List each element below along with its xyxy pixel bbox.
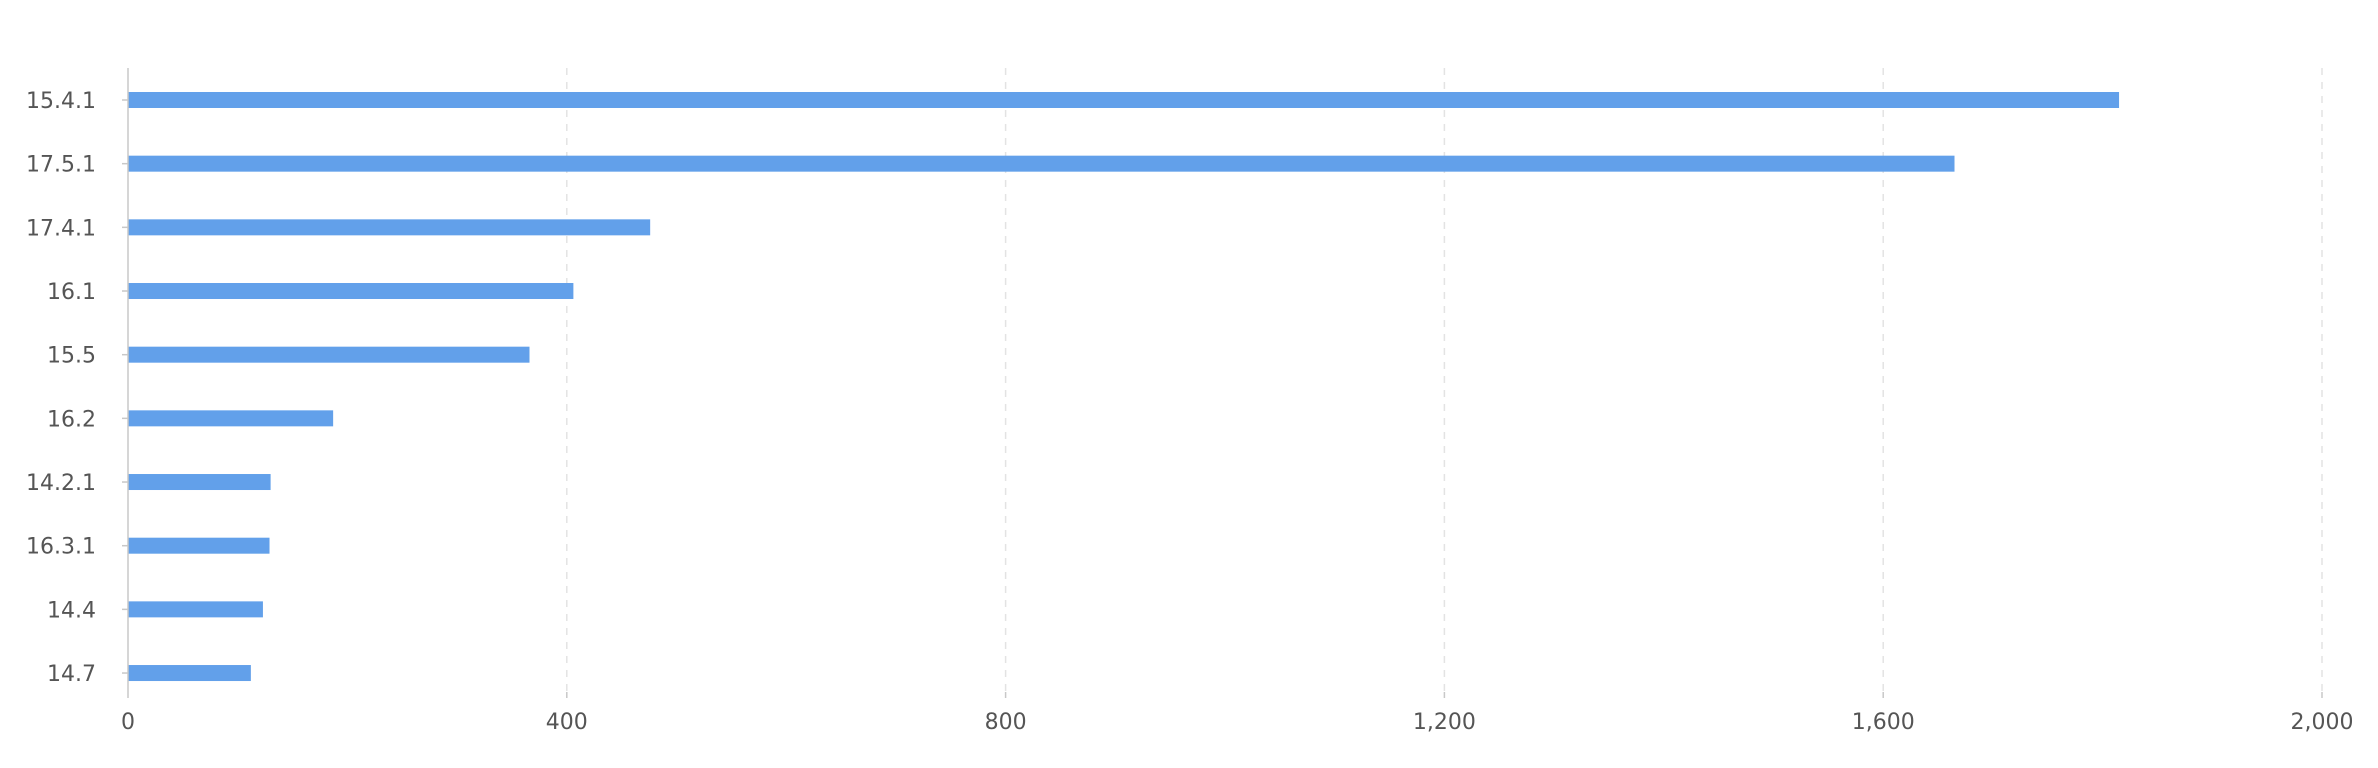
bar — [128, 601, 263, 618]
bar — [128, 155, 1955, 172]
bar — [128, 219, 651, 236]
y-tick-label: 14.2.1 — [26, 471, 96, 496]
x-tick-label: 1,600 — [1852, 710, 1915, 735]
y-tick-label: 17.4.1 — [26, 216, 96, 241]
x-tick-label: 800 — [985, 710, 1027, 735]
x-tick-label: 400 — [546, 710, 588, 735]
y-tick-label: 14.4 — [47, 598, 96, 623]
y-tick-label: 14.7 — [47, 662, 96, 687]
bar — [128, 474, 271, 491]
x-tick-label: 2,000 — [2291, 710, 2354, 735]
y-tick-label: 16.1 — [47, 280, 96, 305]
bar — [128, 283, 574, 300]
y-tick-label: 16.3.1 — [26, 535, 96, 560]
y-tick-label: 15.4.1 — [26, 89, 96, 114]
bar — [128, 665, 251, 682]
axes — [122, 68, 2323, 698]
y-tick-label: 15.5 — [47, 344, 96, 369]
bar — [128, 537, 270, 554]
bar — [128, 92, 2120, 108]
x-tick-label: 0 — [121, 710, 135, 735]
y-tick-label: 16.2 — [47, 407, 96, 432]
x-tick-label: 1,200 — [1413, 710, 1476, 735]
bar — [128, 346, 530, 363]
grid-lines — [566, 68, 2323, 692]
tick-labels: 0 400 800 1,200 1,600 2,000 15.4.1 17.5.1 17.4.1… — [26, 89, 2353, 735]
bar — [128, 410, 334, 427]
y-tick-label: 17.5.1 — [26, 153, 96, 178]
bars — [128, 92, 2120, 682]
